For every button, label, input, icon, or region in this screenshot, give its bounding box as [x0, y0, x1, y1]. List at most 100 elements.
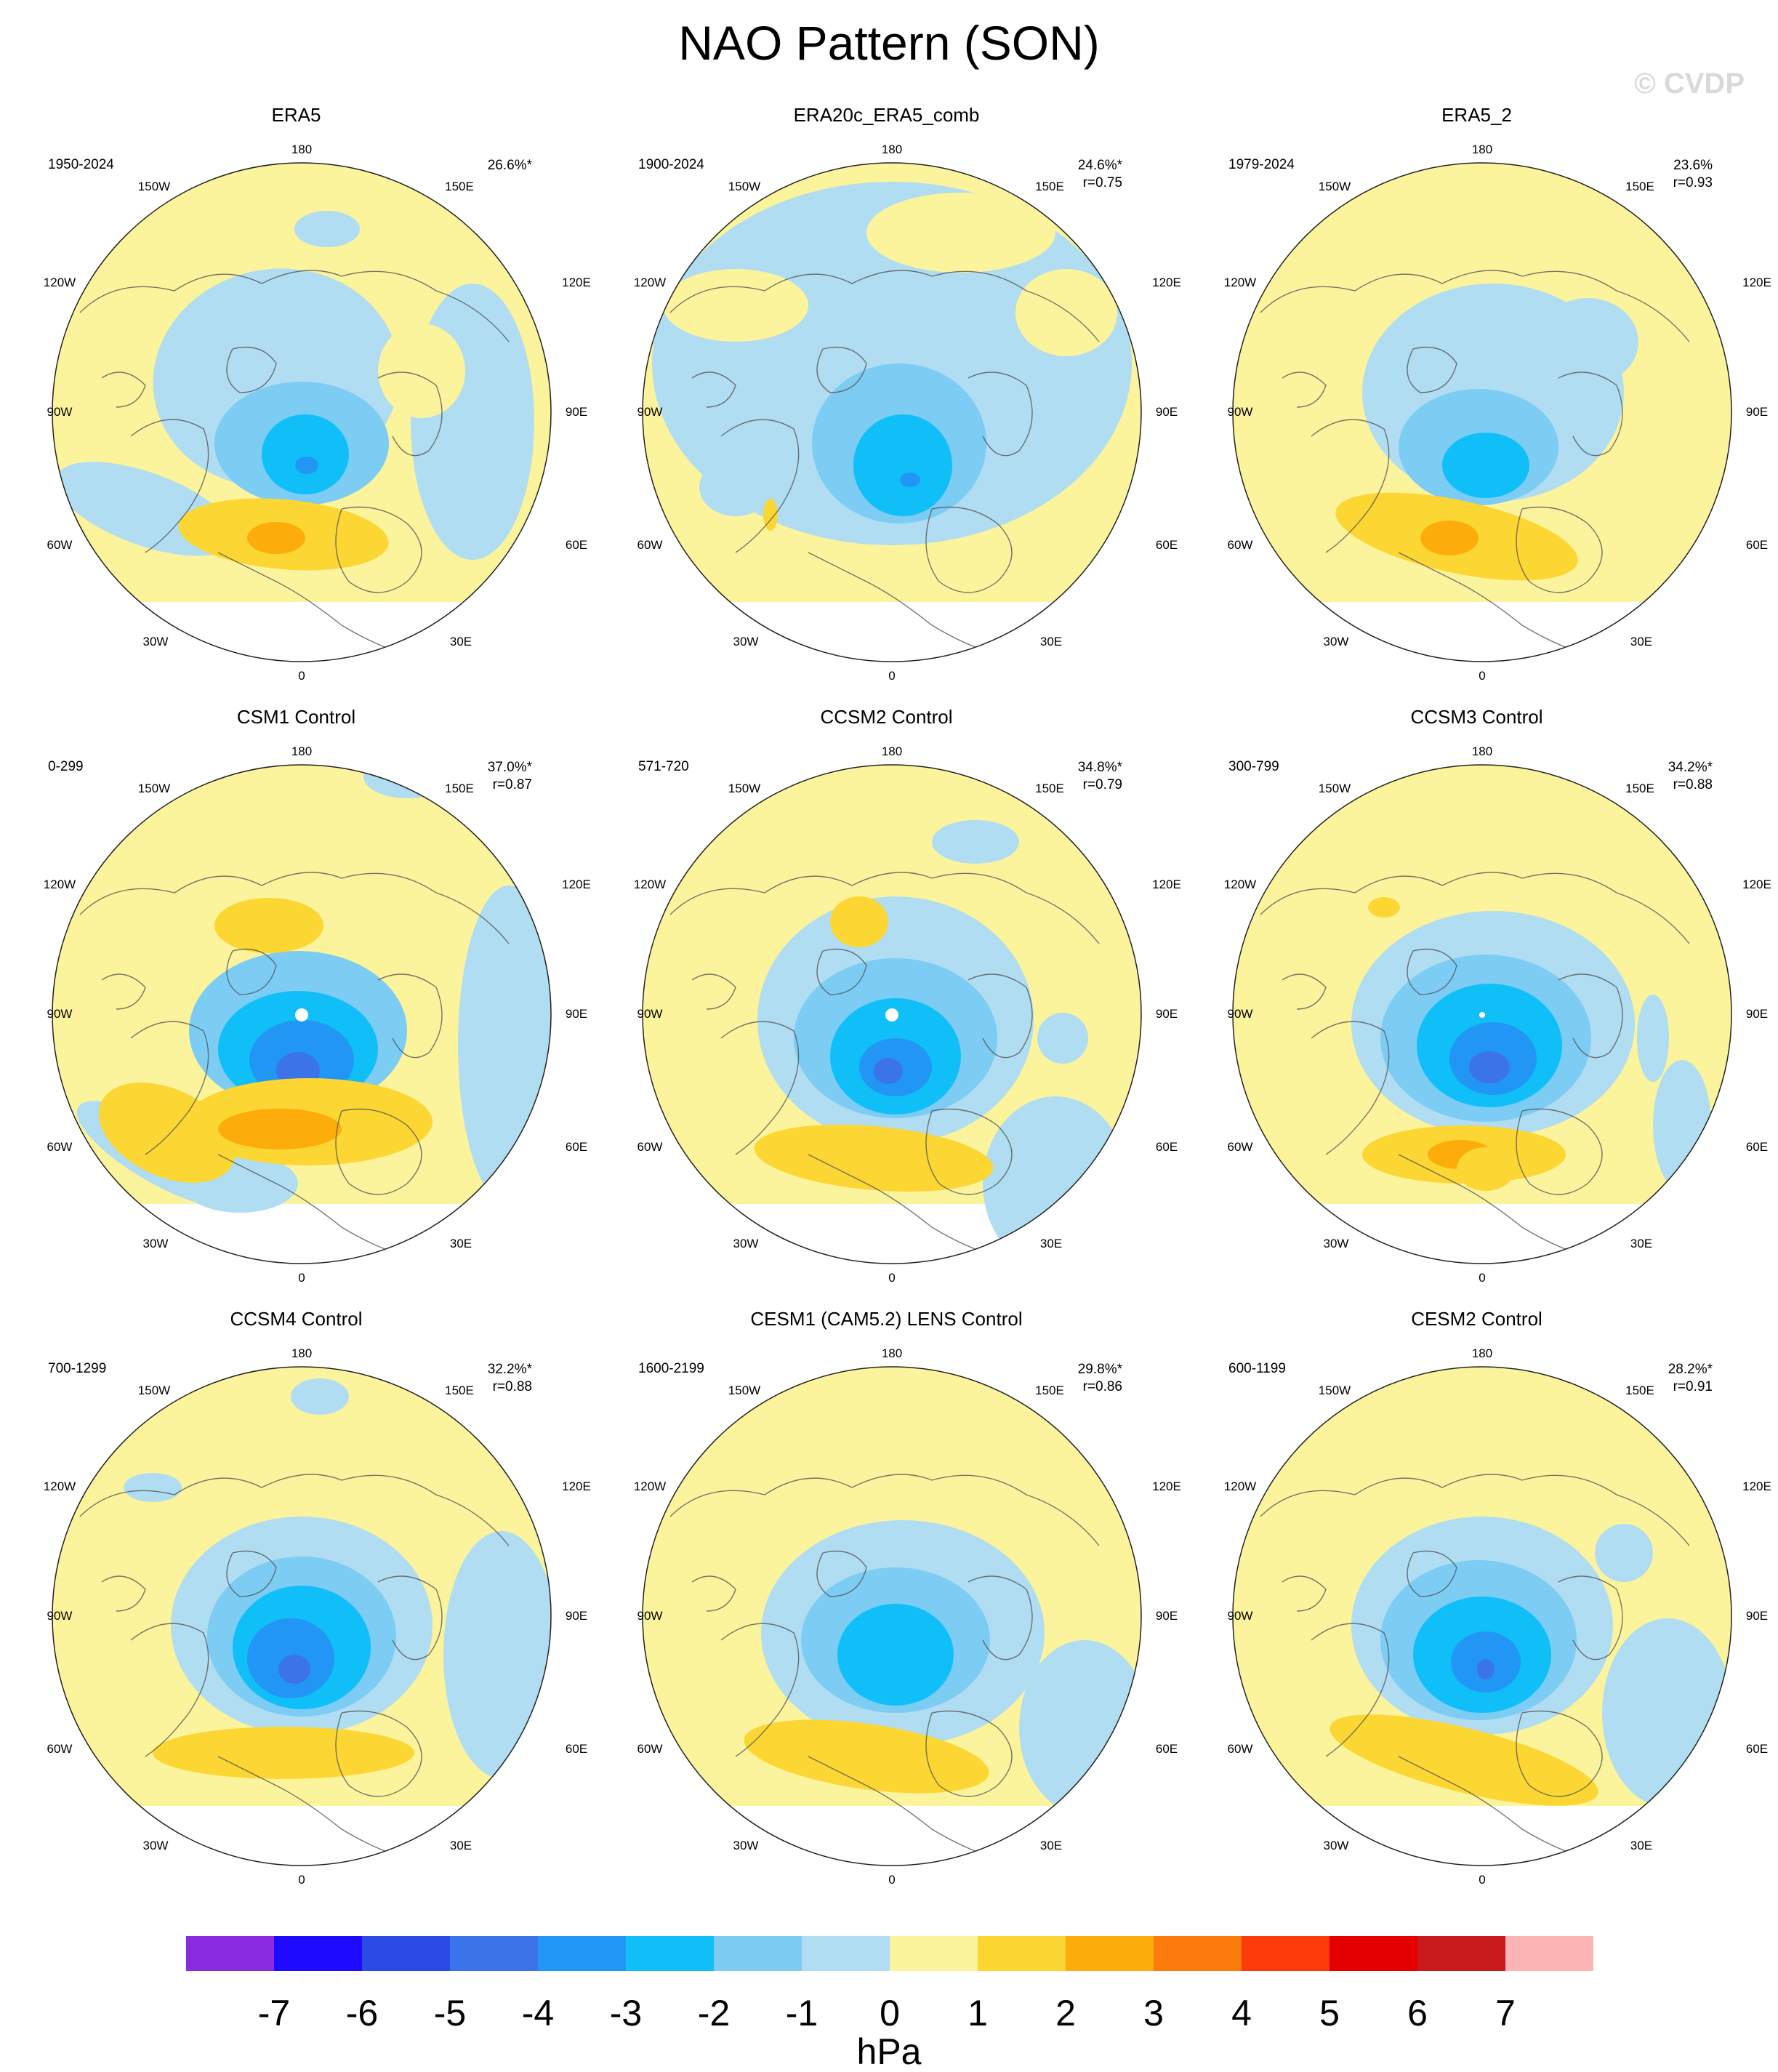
longitude-label: 60E	[1745, 1742, 1769, 1756]
coastline	[1398, 1756, 1588, 1859]
longitude-label: 150E	[1625, 180, 1654, 193]
longitude-label: 180	[881, 142, 903, 156]
longitude-label: 150E	[1625, 1384, 1654, 1397]
longitude-label: 150W	[137, 782, 171, 795]
colorbar-tick-label: 7	[1495, 1993, 1516, 2033]
colorbar-swatch	[626, 1936, 714, 1971]
longitude-label: 60E	[1745, 538, 1769, 552]
longitude-label: 180	[1471, 1346, 1493, 1360]
panel-stats: 24.6%* r=0.75	[1057, 157, 1122, 192]
coastline	[669, 872, 1100, 944]
longitude-label: 60W	[1227, 538, 1253, 552]
longitude-label: 180	[1471, 142, 1493, 156]
panel-stats: 34.8%* r=0.79	[1057, 759, 1122, 794]
panel-years: 571-720	[638, 759, 689, 774]
panel-years: 1979-2024	[1228, 157, 1295, 172]
coastline	[925, 1710, 1013, 1797]
contour-region	[1015, 269, 1117, 356]
coastline	[691, 372, 736, 408]
longitude-label: 30W	[733, 635, 759, 648]
longitude-label: 60E	[565, 538, 588, 552]
contour-region	[153, 1727, 414, 1779]
contour-region	[1019, 1640, 1141, 1815]
colorbar-swatch	[978, 1936, 1066, 1971]
longitude-label: 60W	[637, 1742, 663, 1756]
panel-stats: 34.2%* r=0.88	[1647, 759, 1713, 794]
colorbar-swatch	[1505, 1936, 1593, 1971]
colorbar-tick-label: -6	[345, 1993, 379, 2033]
longitude-label: 120W	[633, 276, 667, 289]
longitude-label: 180	[881, 1346, 903, 1360]
longitude-label: 60E	[565, 1742, 588, 1756]
colorbar-tick-label: 2	[1055, 1993, 1076, 2033]
explained-variance: 29.8%*	[1077, 1362, 1122, 1377]
contour-region	[291, 1378, 349, 1415]
contour-region	[1637, 995, 1669, 1082]
panel-years: 700-1299	[48, 1361, 107, 1376]
longitude-label: 150E	[1035, 180, 1064, 193]
contour-region	[853, 414, 952, 516]
panel-stats: 37.0%* r=0.87	[467, 759, 532, 794]
pattern-correlation: r=0.91	[1673, 1379, 1713, 1394]
colorbar-swatch	[538, 1936, 626, 1971]
colorbar-swatch	[1066, 1936, 1154, 1971]
coastline	[1398, 552, 1588, 655]
panel-stats: 23.6% r=0.93	[1647, 157, 1713, 192]
contour-region	[1037, 1013, 1088, 1064]
coastline	[968, 1575, 1033, 1661]
longitude-label: 90W	[637, 1609, 663, 1623]
contour-region	[1420, 521, 1479, 555]
longitude-label: 120E	[562, 878, 591, 891]
longitude-label: 30W	[142, 1839, 169, 1852]
longitude-label: 90E	[1745, 1007, 1769, 1021]
coastline	[217, 1154, 408, 1257]
longitude-label: 150E	[1035, 1384, 1064, 1397]
longitude-label: 120W	[633, 1479, 667, 1493]
colorbar-tick-label: 4	[1231, 1993, 1252, 2033]
contour-region	[1469, 1051, 1510, 1083]
longitude-label: 120E	[1152, 1479, 1181, 1493]
watermark: © CVDP	[1634, 68, 1745, 100]
longitude-label: 150W	[1318, 782, 1351, 795]
longitude-label: 120W	[43, 878, 76, 891]
polar-map	[52, 162, 552, 662]
panel-years: 1950-2024	[48, 157, 114, 172]
longitude-label: 30E	[449, 1839, 472, 1852]
coastline	[1311, 1623, 1390, 1757]
panel-title: ERA5	[271, 104, 321, 126]
longitude-label: 60W	[47, 538, 73, 552]
longitude-label: 150E	[445, 1384, 474, 1397]
coastline	[808, 1154, 998, 1257]
longitude-label: 150W	[728, 1384, 761, 1397]
contour-region	[663, 269, 808, 342]
longitude-label: 120E	[1742, 878, 1771, 891]
colorbar	[186, 1936, 1593, 1971]
coastline	[226, 346, 277, 393]
longitude-label: 120E	[562, 1479, 591, 1493]
contour-region	[294, 211, 360, 247]
longitude-label: 0	[298, 669, 305, 683]
colorbar-swatch	[450, 1936, 538, 1971]
coastline	[1260, 872, 1690, 944]
map-border	[642, 162, 1142, 662]
longitude-label: 30E	[1039, 1839, 1063, 1852]
coastline	[217, 1756, 408, 1859]
contour-region	[1595, 1524, 1653, 1582]
map-border	[52, 1366, 552, 1866]
polar-map	[642, 162, 1142, 662]
coastline	[130, 1021, 209, 1155]
map-panel: ERA5 1950-2024 26.6%* 180 150E 120E 90E 60E 30E 0…	[0, 0, 592, 683]
panel-title: CESM1 (CAM5.2) LENS Control	[750, 1308, 1023, 1330]
longitude-label: 120W	[1223, 276, 1257, 289]
coastline	[335, 1710, 422, 1797]
coastline	[226, 1550, 277, 1597]
coastline	[377, 372, 443, 457]
coastline	[816, 346, 867, 393]
longitude-label: 150W	[728, 180, 761, 193]
coastline	[1516, 506, 1603, 593]
map-panel: CSM1 Control 0-299 37.0%* r=0.87 180 150E 120E…	[0, 602, 592, 1285]
polar-map	[1232, 162, 1732, 662]
pattern-correlation: r=0.79	[1082, 777, 1122, 792]
longitude-label: 0	[888, 669, 896, 683]
panel-years: 300-799	[1228, 759, 1279, 774]
